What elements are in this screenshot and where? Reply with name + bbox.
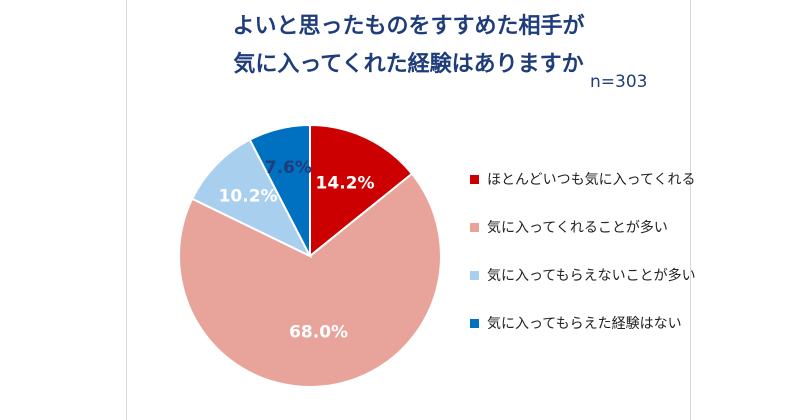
legend-item-1: ほとんどいつも気に入ってくれる (470, 155, 696, 203)
legend-swatch-3 (470, 270, 479, 280)
pie-slice-1 (309, 123, 414, 259)
legend-label-3: 気に入ってもらえないことが多い (487, 268, 696, 284)
legend-item-3: 気に入ってもらえないことが多い (470, 251, 696, 299)
pie-slice-2 (178, 172, 442, 388)
legend-item-2: 気に入ってくれることが多い (470, 203, 696, 251)
pie-data-label-2: 68.0% (289, 322, 348, 342)
frame-right-border (690, 0, 691, 420)
chart-title-line-2: 気に入ってくれた経験はありますか (233, 52, 584, 77)
legend-label-1: ほとんどいつも気に入ってくれる (487, 172, 696, 188)
pie-slice-4 (248, 123, 311, 257)
pie-data-label-4: 7.6% (265, 158, 312, 178)
pie-data-label-3: 10.2% (219, 187, 278, 207)
legend-swatch-4 (470, 318, 479, 328)
legend-label-2: 気に入ってくれることが多い (487, 220, 668, 236)
sample-size-label: n=303 (590, 72, 648, 92)
chart-title-line-1: よいと思ったものをすすめた相手が (232, 14, 585, 39)
pie-slice-3 (190, 138, 313, 259)
pie-data-label-1: 14.2% (316, 174, 375, 194)
legend-item-4: 気に入ってもらえた経験はない (470, 299, 696, 347)
frame-left-border (126, 0, 127, 420)
legend-label-4: 気に入ってもらえた経験はない (487, 316, 682, 332)
chart-legend: ほとんどいつも気に入ってくれる 気に入ってくれることが多い 気に入ってもらえない… (470, 155, 696, 347)
legend-swatch-2 (470, 222, 479, 232)
legend-swatch-1 (470, 174, 479, 184)
